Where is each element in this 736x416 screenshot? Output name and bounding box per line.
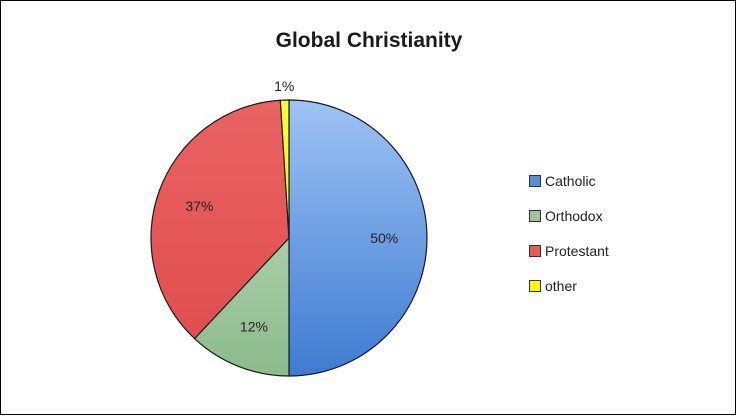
legend-label-other: other — [545, 278, 577, 294]
legend-item-catholic: Catholic — [529, 172, 609, 190]
pie-slices — [150, 99, 428, 377]
legend-label-protestant: Protestant — [545, 243, 609, 259]
legend-item-protestant: Protestant — [529, 242, 609, 260]
legend-label-orthodox: Orthodox — [545, 208, 603, 224]
data-label-orthodox: 12% — [240, 319, 268, 335]
chart-title: Global Christianity — [275, 29, 463, 52]
data-label-catholic: 50% — [370, 230, 398, 246]
legend-swatch-other — [529, 280, 541, 292]
pie-data-labels: 50% 12% 37% 1% — [185, 78, 398, 334]
legend-swatch-orthodox — [529, 210, 541, 222]
data-label-protestant: 37% — [185, 198, 213, 214]
legend-label-catholic: Catholic — [545, 173, 596, 189]
pie-slice-protestant — [150, 99, 290, 340]
legend-item-other: other — [529, 277, 609, 295]
pie-slice-orthodox — [193, 236, 290, 377]
legend-swatch-protestant — [529, 245, 541, 257]
pie-slice-catholic — [288, 99, 428, 377]
chart-legend: Catholic Orthodox Protestant other — [529, 172, 609, 312]
pie-slice-other — [279, 99, 290, 239]
legend-item-orthodox: Orthodox — [529, 207, 609, 225]
legend-swatch-catholic — [529, 175, 541, 187]
data-label-other: 1% — [274, 78, 294, 94]
